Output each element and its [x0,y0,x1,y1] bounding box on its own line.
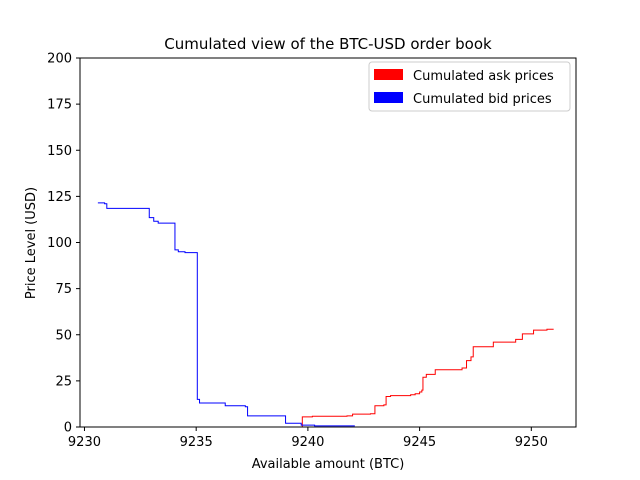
legend-swatch-bid [374,92,403,103]
legend-label-ask: Cumulated ask prices [413,69,554,84]
legend-swatch-ask [374,69,403,80]
legend: Cumulated ask prices Cumulated bid price… [368,61,571,112]
y-tick-label: 200 [47,52,72,67]
x-tick-label: 9235 [180,435,213,450]
chart-title: Cumulated view of the BTC-USD order book [164,35,492,53]
y-tick-label: 0 [64,421,72,436]
legend-box [368,61,571,112]
x-tick-label: 9240 [291,435,324,450]
y-tick-label: 175 [47,98,72,113]
x-axis-ticks: 9230 9235 9240 9245 9250 [68,427,548,450]
y-tick-label: 50 [55,328,72,343]
series-layer [97,202,554,428]
y-tick-label: 75 [55,282,72,297]
y-axis-label: Price Level (USD) [24,187,39,299]
legend-label-bid: Cumulated bid prices [413,92,552,107]
y-tick-label: 150 [47,144,72,159]
x-tick-label: 9250 [515,435,548,450]
x-axis-label: Available amount (BTC) [252,457,405,472]
series-line-ask [301,328,554,428]
y-axis-ticks: 0 25 50 75 100 125 150 175 200 [47,52,80,436]
y-tick-label: 100 [47,236,72,251]
series-line-bid [97,202,355,427]
y-tick-label: 125 [47,190,72,205]
x-tick-label: 9245 [403,435,436,450]
x-tick-label: 9230 [68,435,101,450]
y-tick-label: 25 [55,374,72,389]
